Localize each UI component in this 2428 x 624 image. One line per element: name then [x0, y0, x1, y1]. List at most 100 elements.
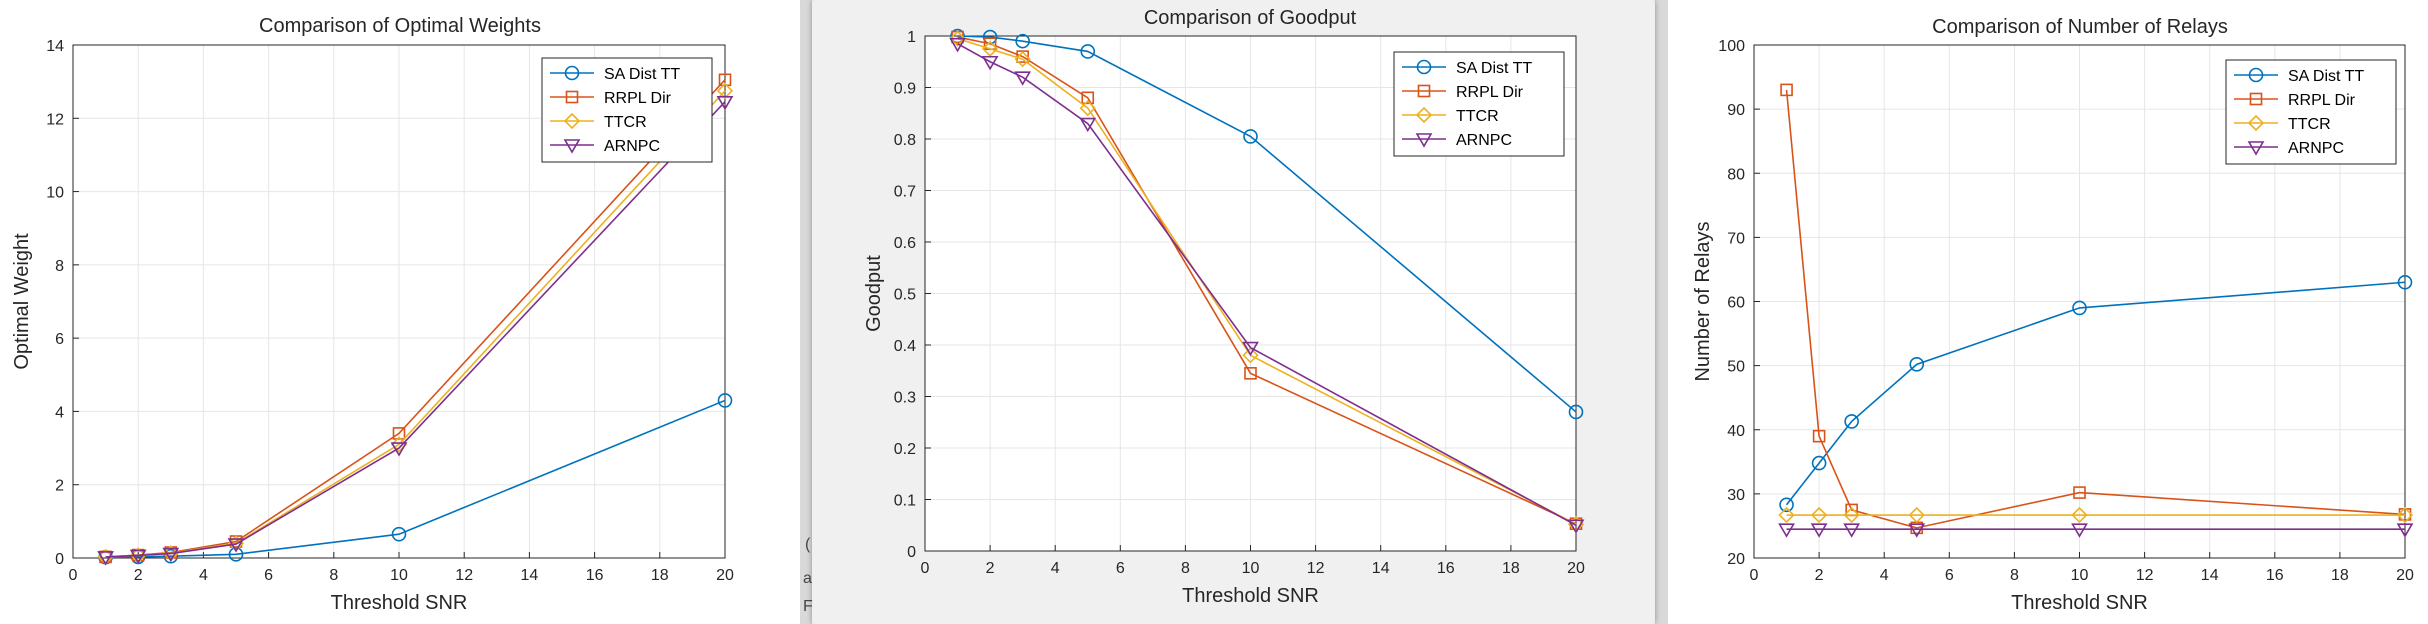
- chart-goodput: 0 2 4 6 8 10 12 14 16 18 20 0 0.1 0.2 0.3 0.4 0.5 0.6 0.7 0…: [863, 7, 1585, 607]
- series-ttcr: [1778, 506, 2414, 524]
- y-tick-label: 10: [46, 185, 64, 202]
- legend-label: TTCR: [1456, 108, 1499, 125]
- y-tick-label: 0.3: [894, 390, 916, 407]
- data-point-sa-dist-tt: [228, 547, 244, 562]
- data-point-rrpl-dir: [2073, 486, 2086, 499]
- background-fragment-3: F: [803, 598, 813, 615]
- data-point-ttcr: [1079, 99, 1096, 117]
- x-tick-label: 16: [586, 567, 604, 584]
- legend-entry-rrpl-dir: RRPL Dir: [1402, 84, 1524, 101]
- legend-entry-arnpc: ARNPC: [2234, 140, 2344, 157]
- figure-optimal-weights: 0 2 4 6 8 10 12 14 16 18 20 0 2 4 6 8 10 12 14 Comparison o…: [0, 0, 800, 624]
- data-point-arnpc: [1079, 117, 1097, 133]
- legend-marker: [2249, 92, 2263, 106]
- x-tick-label: 14: [2201, 567, 2219, 584]
- y-tick-label: 40: [1727, 423, 1745, 440]
- data-point-sa-dist-tt: [1811, 455, 1827, 471]
- chart-title: Comparison of Number of Relays: [1932, 16, 2228, 38]
- y-tick-label: 2: [55, 478, 64, 495]
- x-tick-label: 10: [390, 567, 408, 584]
- x-tick-label: 16: [1437, 560, 1455, 577]
- background-fragment-1: (: [805, 536, 811, 553]
- y-tick-label: 50: [1727, 359, 1745, 376]
- legend-entry-ttcr: TTCR: [1402, 106, 1499, 125]
- y-axis-label: Number of Relays: [1692, 221, 1714, 381]
- data-point-arnpc: [1843, 523, 1861, 538]
- y-tick-label: 100: [1718, 38, 1745, 55]
- series-line-sa-dist-tt: [1785, 281, 2406, 506]
- data-point-sa-dist-tt: [1243, 129, 1258, 144]
- x-tick-label: 18: [651, 567, 669, 584]
- x-axis-label: Threshold SNR: [2011, 592, 2148, 614]
- data-point-sa-dist-tt: [1909, 357, 1925, 372]
- data-point-ttcr: [2396, 506, 2414, 524]
- data-point-arnpc: [949, 37, 966, 53]
- y-tick-label: 14: [46, 38, 64, 55]
- x-tick-label: 12: [2136, 567, 2154, 584]
- x-tick-label: 0: [69, 567, 78, 584]
- x-tick-label: 8: [1181, 560, 1190, 577]
- x-tick-label: 18: [2331, 567, 2349, 584]
- legend-marker: [2247, 114, 2265, 132]
- data-point-ttcr: [1778, 506, 1795, 524]
- x-tick-label: 6: [1945, 567, 1954, 584]
- data-point-ttcr: [1242, 347, 1259, 364]
- data-point-ttcr: [981, 40, 999, 58]
- series-line-arnpc: [105, 101, 726, 558]
- x-tick-label: 20: [1567, 560, 1585, 577]
- y-tick-label: 0.7: [894, 184, 916, 201]
- data-point-sa-dist-tt: [391, 526, 407, 542]
- y-tick-label: 20: [1727, 551, 1745, 568]
- data-point-rrpl-dir: [392, 427, 406, 440]
- data-point-arnpc: [716, 95, 734, 111]
- series-arnpc: [97, 95, 734, 566]
- series-line-rrpl-dir: [1785, 89, 2406, 529]
- y-axis-label: Goodput: [863, 255, 885, 332]
- legend-label: RRPL Dir: [1456, 84, 1524, 101]
- data-point-arnpc: [1778, 523, 1795, 538]
- x-tick-label: 12: [1307, 560, 1325, 577]
- figure-number-of-relays: 0 2 4 6 8 10 12 14 16 18 20 20 30 40 50 60 70 80 90 100 Comp…: [1668, 0, 2428, 624]
- x-tick-label: 20: [716, 567, 734, 584]
- x-tick-label: 0: [1750, 567, 1759, 584]
- data-point-arnpc: [981, 55, 999, 71]
- data-point-sa-dist-tt: [1568, 404, 1584, 420]
- data-point-rrpl-dir: [1812, 429, 1826, 443]
- background-strip-left: [800, 0, 812, 624]
- series-ttcr: [949, 30, 1585, 533]
- y-tick-label: 60: [1727, 295, 1745, 312]
- legend-entry-rrpl-dir: RRPL Dir: [550, 90, 672, 107]
- ticks: 0 2 4 6 8 10 12 14 16 18 20 0 0.1 0.2 0.3 0.4 0.5 0.6 0.7 0…: [894, 29, 1585, 577]
- data-point-rrpl-dir: [1244, 367, 1257, 380]
- x-axis-label: Threshold SNR: [1182, 585, 1319, 607]
- x-axis-label: Threshold SNR: [331, 592, 468, 614]
- x-tick-label: 18: [1502, 560, 1520, 577]
- data-point-sa-dist-tt: [717, 393, 733, 408]
- chart-optimal-weights: 0 2 4 6 8 10 12 14 16 18 20 0 2 4 6 8 10 12 14 Comparison o…: [11, 15, 734, 614]
- y-tick-label: 30: [1727, 487, 1745, 504]
- data-point-sa-dist-tt: [1080, 44, 1096, 59]
- legend-marker: [563, 139, 581, 154]
- legend: SA Dist TT RRPL Dir TTCR ARNPC: [2225, 59, 2397, 165]
- figure-goodput[interactable]: 0 2 4 6 8 10 12 14 16 18 20 0 0.1 0.2 0.3 0.4 0.5 0.6 0.7 0…: [812, 0, 1655, 624]
- legend-marker: [1416, 59, 1432, 75]
- x-tick-label: 0: [921, 560, 930, 577]
- x-tick-label: 6: [264, 567, 273, 584]
- x-tick-label: 2: [1815, 567, 1824, 584]
- data-point-arnpc: [1810, 523, 1828, 538]
- series-arnpc: [949, 37, 1585, 534]
- y-tick-label: 90: [1727, 102, 1745, 119]
- y-tick-label: 0.1: [894, 493, 916, 510]
- data-point-arnpc: [390, 442, 408, 457]
- legend: SA Dist TT RRPL Dir TTCR ARNPC: [1393, 51, 1565, 157]
- data-point-rrpl-dir: [1780, 83, 1793, 97]
- data-point-rrpl-dir: [1081, 91, 1095, 105]
- data-point-arnpc: [1908, 523, 1926, 538]
- y-tick-label: 0.8: [894, 132, 916, 149]
- background-strip-right: [1655, 0, 1668, 624]
- data-point-ttcr: [949, 30, 966, 47]
- x-tick-label: 10: [1242, 560, 1260, 577]
- y-tick-label: 6: [55, 331, 64, 348]
- data-point-ttcr: [1810, 506, 1828, 524]
- data-point-arnpc: [227, 538, 245, 553]
